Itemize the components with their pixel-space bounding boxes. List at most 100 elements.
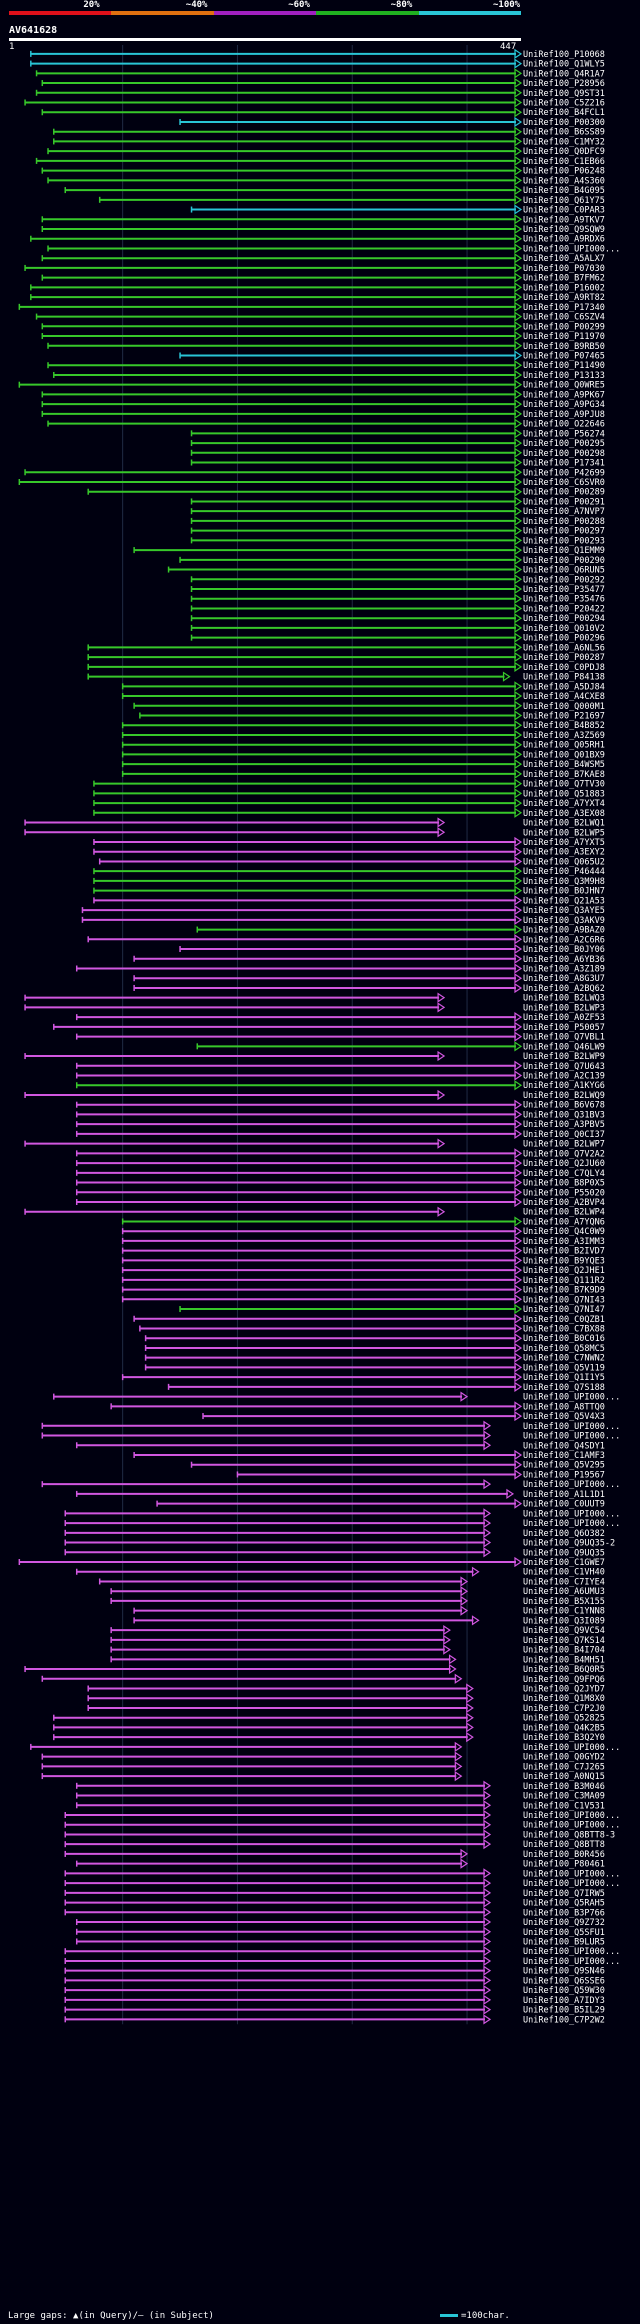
hit-row: UniRef100_A9PK67 (41, 389, 605, 400)
hit-label: UniRef100_Q9UQ35-2 (523, 1539, 615, 1549)
hit-end-arrow (502, 671, 511, 682)
hit-end-arrow (437, 992, 446, 1003)
hit-end-arrow (514, 583, 523, 595)
hit-label: UniRef100_A6NL56 (523, 643, 605, 653)
hit-label: UniRef100_P56274 (523, 429, 605, 439)
hit-label: UniRef100_A3Z189 (523, 964, 605, 974)
hit-end-arrow (514, 136, 523, 147)
hit-label: UniRef100_B0R456 (523, 1850, 605, 1860)
hit-label: UniRef100_Q4R1A7 (523, 69, 605, 79)
hit-label: UniRef100_P13133 (523, 371, 605, 381)
hit-row: UniRef100_UPI000... (41, 1420, 620, 1432)
hit-label: UniRef100_P00298 (523, 449, 605, 459)
hit-row: UniRef100_P17340 (18, 301, 605, 313)
hit-end-arrow (514, 369, 523, 381)
hit-end-arrow (514, 1187, 523, 1198)
hit-end-arrow (454, 1761, 463, 1772)
hit-end-arrow (514, 1362, 523, 1373)
hit-end-arrow (437, 1206, 446, 1217)
hit-row: UniRef100_UPI000... (64, 1819, 620, 1831)
hit-label: UniRef100_C1V531 (523, 1801, 605, 1811)
hit-end-arrow (483, 1527, 492, 1538)
hit-end-arrow (514, 535, 523, 546)
hit-end-arrow (514, 836, 523, 848)
hit-end-arrow (514, 282, 523, 293)
hit-label: UniRef100_B0JHN7 (523, 887, 605, 897)
hit-row: UniRef100_B9YQE3 (121, 1255, 605, 1266)
hit-end-arrow (514, 194, 523, 205)
hit-label: UniRef100_Q59W30 (523, 1986, 605, 1996)
hit-end-arrow (448, 1663, 457, 1675)
hit-end-arrow (448, 1654, 457, 1665)
hit-end-arrow (466, 1712, 474, 1723)
hit-label: UniRef100_A2BVP4 (523, 1198, 605, 1208)
hit-label: UniRef100_P00299 (523, 322, 605, 332)
hit-row: UniRef100_Q0DFC9 (47, 146, 605, 157)
hit-row: UniRef100_Q58MC5 (144, 1342, 605, 1354)
hit-end-arrow (437, 1002, 446, 1013)
hit-row: UniRef100_C3MA09 (75, 1790, 605, 1802)
hit-row: UniRef100_Q7S188 (167, 1381, 605, 1393)
hit-row: UniRef100_P17341 (190, 457, 605, 469)
hit-row: UniRef100_P35476 (190, 593, 605, 605)
hit-end-arrow (514, 87, 523, 98)
hit-row: UniRef100_B2LWQ3 (24, 992, 605, 1004)
hit-row: UniRef100_Q2JU60 (75, 1157, 605, 1169)
hit-end-arrow (514, 1556, 523, 1568)
hit-row: UniRef100_P00295 (190, 437, 605, 449)
hit-row: UniRef100_Q6O382 (64, 1527, 605, 1539)
hit-end-arrow (483, 1517, 492, 1529)
hit-row: UniRef100_B4G095 (64, 184, 605, 196)
hit-row: UniRef100_P28956 (41, 77, 605, 89)
hit-row: UniRef100_A5ALX7 (41, 253, 605, 264)
hit-label: UniRef100_Q2JHE1 (523, 1266, 605, 1276)
hit-label: UniRef100_A3PBV5 (523, 1120, 605, 1130)
hit-end-arrow (514, 710, 523, 721)
hit-label: UniRef100_A7IDY3 (523, 1996, 605, 2006)
hit-end-arrow (514, 1410, 523, 1422)
hit-end-arrow (483, 1819, 492, 1830)
hit-label: UniRef100_B7KAE8 (523, 770, 605, 780)
hit-label: UniRef100_B4G095 (523, 186, 605, 196)
hit-label: UniRef100_Q5SFU1 (523, 1928, 605, 1938)
hit-end-arrow (471, 1615, 480, 1626)
hit-end-arrow (483, 1897, 492, 1908)
hit-end-arrow (466, 1732, 474, 1743)
hit-label: UniRef100_Q4SDY1 (523, 1441, 605, 1451)
hit-end-arrow (514, 379, 523, 390)
hit-label: UniRef100_Q9Z732 (523, 1918, 605, 1928)
hit-row: UniRef100_Q7V2A2 (75, 1148, 605, 1159)
hit-label: UniRef100_B2LWP7 (523, 1140, 605, 1150)
hit-end-arrow (483, 1916, 492, 1928)
hit-label: UniRef100_A6UMU3 (523, 1587, 605, 1597)
hit-end-arrow (514, 953, 523, 964)
hit-label: UniRef100_Q3I089 (523, 1616, 605, 1626)
hit-label: UniRef100_Q4C0W9 (523, 1227, 605, 1237)
hit-row: UniRef100_C1V531 (75, 1800, 605, 1811)
hit-row: UniRef100_Q5V4X3 (202, 1410, 605, 1422)
hit-label: UniRef100_UPI000... (523, 1743, 620, 1753)
hit-label: UniRef100_UPI000... (523, 1519, 620, 1529)
hit-end-arrow (514, 1109, 523, 1120)
hit-row: UniRef100_UPI000... (64, 1809, 620, 1821)
hit-label: UniRef100_Q7KS14 (523, 1636, 605, 1646)
hit-label: UniRef100_B9LUR5 (523, 1937, 605, 1947)
hit-row: UniRef100_B2LWQ1 (24, 817, 605, 829)
hit-row: UniRef100_P13133 (53, 369, 605, 381)
hit-end-arrow (514, 1274, 523, 1285)
hit-label: UniRef100_Q5V4X3 (523, 1412, 605, 1422)
hit-row: UniRef100_Q6SSE6 (64, 1975, 605, 1986)
hit-label: UniRef100_Q7TV30 (523, 780, 605, 790)
hit-label: UniRef100_Q9SQW9 (523, 225, 605, 235)
hit-label: UniRef100_Q010V2 (523, 624, 605, 634)
hit-label: UniRef100_B5IL29 (523, 2006, 605, 2016)
hit-end-arrow (514, 116, 523, 128)
hit-row: UniRef100_Q5SFU1 (75, 1926, 605, 1938)
hit-end-arrow (514, 564, 523, 575)
hit-label: UniRef100_Q0GYD2 (523, 1753, 605, 1763)
hit-row: UniRef100_A2BVP4 (75, 1196, 605, 1208)
hit-end-arrow (514, 1196, 523, 1208)
hit-label: UniRef100_Q0WRE5 (523, 381, 605, 391)
hit-row: UniRef100_Q4R1A7 (35, 68, 605, 79)
hit-row: UniRef100_A0NQ15 (41, 1770, 605, 1782)
